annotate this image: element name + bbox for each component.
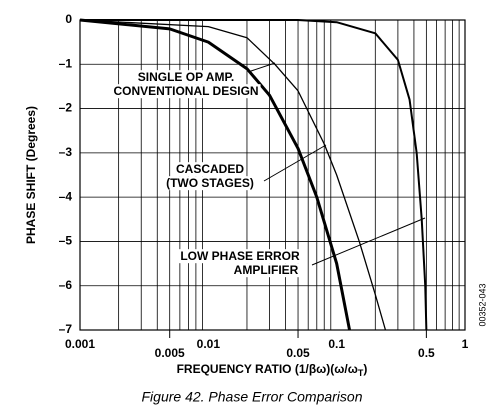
annotation: CONVENTIONAL DESIGN bbox=[113, 84, 258, 98]
annotation: LOW PHASE ERROR bbox=[180, 249, 300, 263]
y-tick-label: –3 bbox=[59, 145, 73, 159]
x-axis-title: FREQUENCY RATIO (1/βω)(ω/ωT) bbox=[177, 362, 368, 378]
series-line bbox=[80, 19, 428, 331]
x-tick-label: 0.01 bbox=[197, 337, 221, 351]
x-tick-label: 0.05 bbox=[286, 346, 310, 360]
annotation-bg bbox=[164, 176, 256, 191]
y-tick-label: –5 bbox=[59, 234, 73, 248]
x-tick-label: 0.005 bbox=[155, 346, 185, 360]
series-line bbox=[79, 19, 387, 331]
caption: Figure 42. Phase Error Comparison bbox=[142, 389, 363, 405]
annotation-bg bbox=[231, 263, 301, 278]
x-axis-title-end: ) bbox=[363, 362, 367, 376]
x-tick-label: 0.5 bbox=[418, 346, 435, 360]
figure-id: 00352-043 bbox=[477, 283, 487, 326]
annotation: CASCADED bbox=[176, 162, 244, 176]
y-tick-label: –1 bbox=[59, 56, 73, 70]
plot-frame bbox=[79, 19, 466, 331]
x-tick-label: 0.001 bbox=[65, 337, 95, 351]
y-tick-label: –2 bbox=[59, 101, 73, 115]
x-tick-label: 0.1 bbox=[328, 337, 345, 351]
annotation-bg bbox=[111, 84, 261, 99]
leader-line bbox=[247, 62, 276, 73]
annotation: (TWO STAGES) bbox=[166, 176, 254, 190]
annotation-bg bbox=[173, 162, 247, 177]
annotation-bg bbox=[135, 70, 237, 85]
annotation-bg bbox=[178, 249, 302, 264]
x-axis-title-sub: T bbox=[358, 368, 364, 378]
y-axis-title: PHASE SHIFT (Degrees) bbox=[24, 106, 38, 244]
series-line bbox=[79, 18, 352, 331]
annotation: AMPLIFIER bbox=[234, 263, 299, 277]
leader-line bbox=[263, 144, 327, 182]
leader-line bbox=[311, 217, 426, 266]
x-tick-label: 1 bbox=[462, 337, 469, 351]
y-tick-label: –7 bbox=[59, 322, 73, 336]
y-tick-label: –6 bbox=[59, 278, 73, 292]
y-tick-label: –4 bbox=[59, 189, 73, 203]
annotation: SINGLE OP AMP. bbox=[138, 70, 234, 84]
y-tick-label: 0 bbox=[65, 12, 72, 26]
x-axis-title-main: FREQUENCY RATIO (1/βω)(ω/ω bbox=[177, 362, 358, 376]
